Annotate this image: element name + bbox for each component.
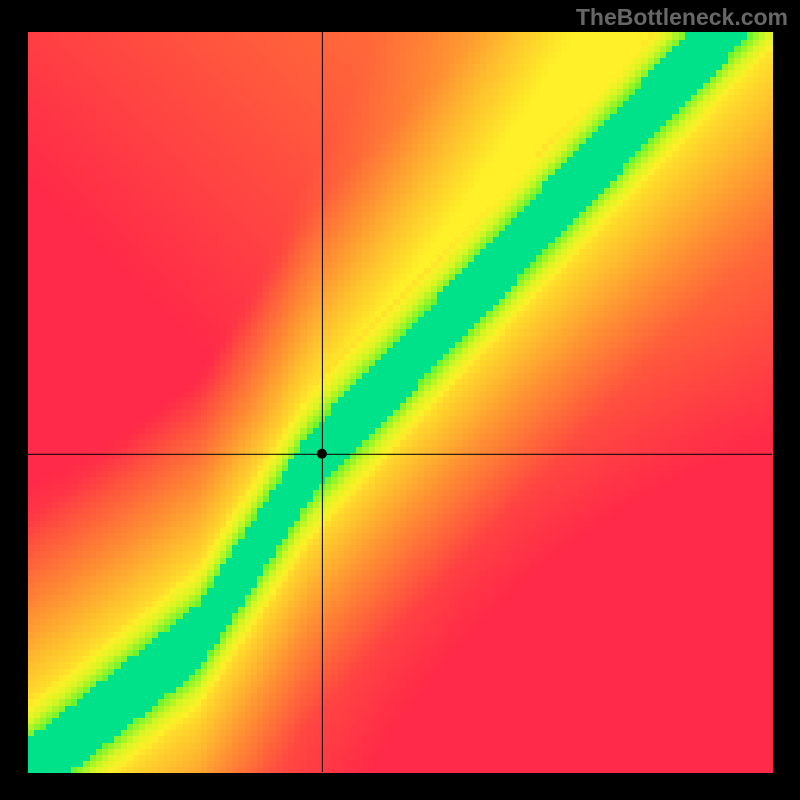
bottleneck-heatmap	[0, 0, 800, 800]
chart-container: TheBottleneck.com	[0, 0, 800, 800]
watermark-text: TheBottleneck.com	[576, 4, 788, 31]
